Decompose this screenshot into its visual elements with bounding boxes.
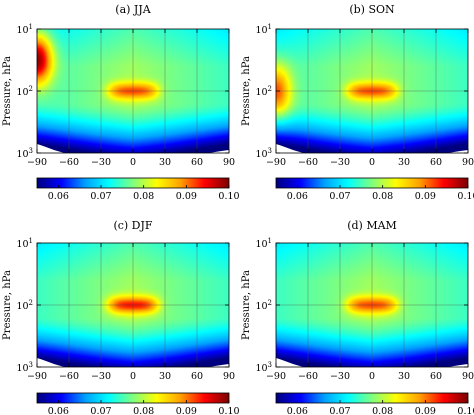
panel-title: (b) SON [349,3,395,16]
terrain-mask-north [448,150,468,153]
colorbar: 0.06 0.07 0.08 0.09 0.10 [36,177,240,202]
y-tick-label: 101 [255,23,272,36]
x-tick-label: 0 [369,371,375,382]
y-tick-label: 103 [255,361,272,374]
y-tick-label: 102 [255,299,272,312]
colorbar: 0.06 0.07 0.08 0.09 0.10 [275,177,474,202]
colorbar-tick-label: 0.08 [372,406,393,415]
panel-title: (d) MAM [347,219,397,232]
x-tick-label: 0 [369,157,375,168]
colorbar-tick-label: 0.10 [457,191,474,202]
panel-title: (c) DJF [113,219,152,232]
terrain-mask-north [209,364,229,367]
colorbar-gradient [276,393,468,403]
y-tick-label: 102 [255,85,272,98]
y-axis-label: Pressure, hPa [241,270,252,340]
colorbar-tick-label: 0.09 [176,191,197,202]
y-tick-label: 101 [255,237,272,250]
x-tick-label: 90 [223,157,235,168]
x-tick-label: −60 [298,371,318,382]
terrain-mask-south [276,144,304,153]
x-tick-label: −60 [298,157,318,168]
y-axis-label: Pressure, hPa [2,270,13,340]
y-tick-label: 102 [16,299,33,312]
x-tick-label: −90 [266,371,286,382]
terrain-mask-south [276,358,304,367]
terrain-mask-north [209,150,229,153]
y-tick-label: 103 [16,147,33,160]
y-axis-label: Pressure, hPa [241,56,252,126]
panel-title: (a) JJA [115,3,151,16]
colorbar-tick-label: 0.07 [90,406,111,415]
x-tick-label: 60 [191,371,203,382]
y-tick-label: 103 [255,147,272,160]
colorbar-gradient [37,178,229,188]
colorbar-tick-label: 0.06 [48,191,69,202]
colorbar-tick-label: 0.06 [287,406,308,415]
colorbar-tick-label: 0.10 [218,191,239,202]
x-tick-label: 0 [130,371,136,382]
x-tick-label: 30 [159,157,171,168]
terrain-mask-north [448,364,468,367]
colorbar-tick-label: 0.08 [133,406,154,415]
x-tick-label: −90 [27,157,47,168]
x-tick-label: −30 [91,157,111,168]
colorbar-frame [36,392,230,404]
x-tick-label: 60 [430,157,442,168]
colorbar-tick-label: 0.10 [218,406,239,415]
colorbar-tick-label: 0.06 [48,406,69,415]
x-tick-label: 30 [398,157,410,168]
colorbar-tick-label: 0.07 [329,406,350,415]
colorbar-frame [275,392,469,404]
colorbar: 0.06 0.07 0.08 0.09 0.10 [275,392,474,415]
panel-1: (a) JJA −90 −60 −30 0 30 60 90 101 102 103 Pressure… [2,3,240,202]
panel-2: (b) SON −90 −60 −30 0 30 60 90 101 102 103 Pressure… [241,3,474,202]
y-tick-label: 103 [16,361,33,374]
terrain-mask-south [37,358,65,367]
colorbar-gradient [276,178,468,188]
colorbar-tick-label: 0.08 [372,191,393,202]
x-tick-label: −90 [266,157,286,168]
x-tick-label: 90 [462,157,474,168]
colorbar-tick-label: 0.07 [90,191,111,202]
x-tick-label: 30 [398,371,410,382]
x-tick-label: 0 [130,157,136,168]
panel-4: (d) MAM −90 −60 −30 0 30 60 90 101 102 103 Pressure… [241,219,474,415]
y-tick-label: 101 [16,237,33,250]
y-axis-label: Pressure, hPa [2,56,13,126]
colorbar-tick-label: 0.06 [287,191,308,202]
colorbar: 0.06 0.07 0.08 0.09 0.10 [36,392,240,415]
colorbar-tick-label: 0.10 [457,406,474,415]
x-tick-label: 90 [223,371,235,382]
terrain-mask-south [37,144,65,153]
x-tick-label: −60 [59,371,79,382]
colorbar-frame [275,177,469,189]
x-tick-label: −30 [91,371,111,382]
x-tick-label: −30 [330,371,350,382]
y-tick-label: 102 [16,85,33,98]
x-tick-label: −60 [59,157,79,168]
colorbar-gradient [37,393,229,403]
colorbar-tick-label: 0.09 [176,406,197,415]
x-tick-label: −30 [330,157,350,168]
x-tick-label: 60 [430,371,442,382]
colorbar-tick-label: 0.09 [415,191,436,202]
panel-3: (c) DJF −90 −60 −30 0 30 60 90 101 102 103 Pressure… [2,219,240,415]
colorbar-tick-label: 0.07 [329,191,350,202]
colorbar-tick-label: 0.09 [415,406,436,415]
x-tick-label: 90 [462,371,474,382]
colorbar-tick-label: 0.08 [133,191,154,202]
x-tick-label: 60 [191,157,203,168]
x-tick-label: 30 [159,371,171,382]
colorbar-frame [36,177,230,189]
y-tick-label: 101 [16,23,33,36]
x-tick-label: −90 [27,371,47,382]
